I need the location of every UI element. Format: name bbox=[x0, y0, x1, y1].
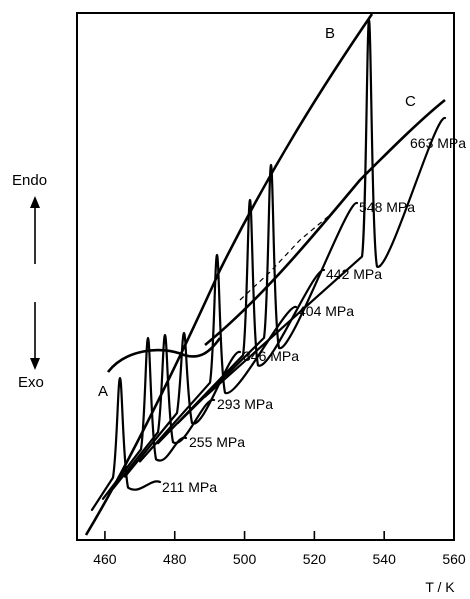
envelope-c bbox=[204, 98, 446, 347]
envelope-letter: A bbox=[98, 383, 108, 400]
dsc-curve bbox=[123, 331, 242, 478]
x-tick-label: 480 bbox=[163, 551, 187, 567]
curve-label: 211 MPa bbox=[162, 479, 217, 495]
curve-label: 663 MPa bbox=[410, 135, 466, 151]
curve-label: 442 MPa bbox=[326, 266, 382, 282]
dsc-curve bbox=[203, 18, 447, 398]
dsc-curve bbox=[138, 253, 298, 463]
dsc-curve bbox=[101, 336, 188, 500]
curve-label: 346 MPa bbox=[243, 348, 299, 364]
envelope-letter: C bbox=[405, 93, 416, 110]
endo-label: Endo bbox=[12, 172, 48, 189]
x-tick-label: 500 bbox=[233, 551, 257, 567]
dsc-curves bbox=[90, 18, 447, 511]
curve-label: 404 MPa bbox=[298, 303, 354, 319]
x-tick-label: 560 bbox=[442, 551, 466, 567]
x-tick-label: 520 bbox=[303, 551, 327, 567]
plot-frame bbox=[76, 12, 455, 541]
x-axis-title-group: T / K bbox=[425, 579, 455, 595]
curve-labels: 211 MPa 255 MPa 293 MPa 346 MPa 404 MPa 442 M… bbox=[98, 25, 466, 495]
envelope-curves bbox=[84, 13, 446, 536]
dsc-curve bbox=[90, 376, 162, 511]
exo-label: Exo bbox=[18, 374, 44, 391]
envelope-a bbox=[106, 337, 222, 373]
x-tick-label: 540 bbox=[373, 551, 397, 567]
envelope-letter: B bbox=[325, 25, 335, 42]
envelope-b bbox=[84, 13, 374, 536]
dsc-curve bbox=[156, 198, 326, 445]
dsc-curve bbox=[176, 163, 359, 425]
dsc-curve bbox=[111, 333, 216, 490]
arrow-up-icon bbox=[30, 196, 40, 264]
dashed-baseline bbox=[239, 214, 331, 301]
curve-label: 255 MPa bbox=[189, 434, 245, 450]
x-axis-ticks: 460 480 500 520 540 560 bbox=[93, 531, 466, 567]
curve-label: 548 MPa bbox=[359, 199, 415, 215]
curve-label: 293 MPa bbox=[217, 396, 273, 412]
x-axis-title: T / K bbox=[425, 579, 455, 595]
arrow-down-icon bbox=[30, 302, 40, 370]
x-tick-label: 460 bbox=[93, 551, 117, 567]
